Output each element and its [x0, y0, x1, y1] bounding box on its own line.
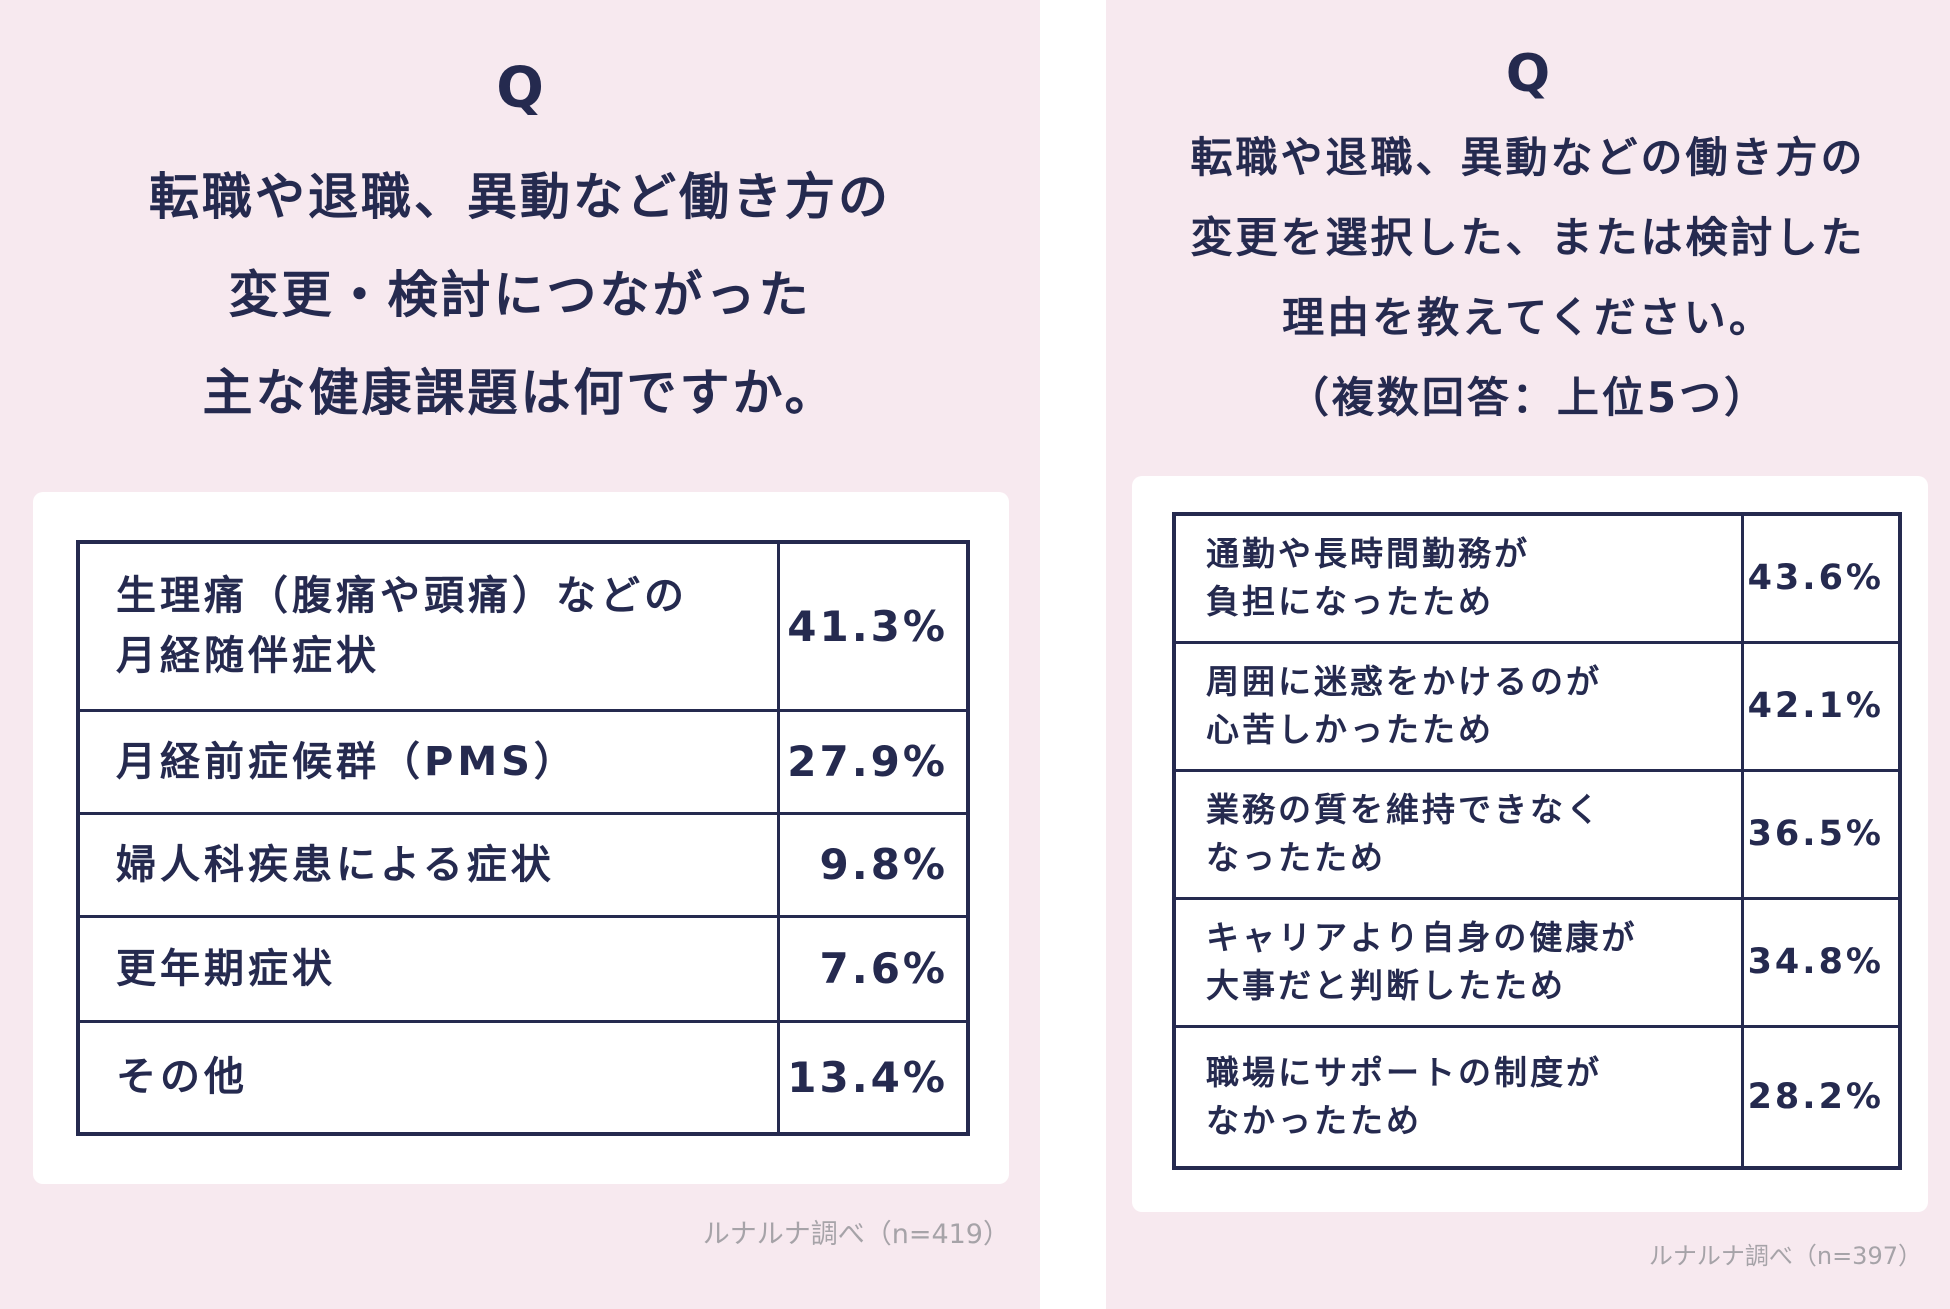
- row-label-line: キャリアより自身の健康が: [1206, 918, 1638, 957]
- table-row: 婦人科疾患による症状 9.8%: [76, 811, 970, 918]
- row-value: 27.9%: [776, 708, 970, 815]
- question-title-line: 転職や退職、異動などの働き方の: [1190, 133, 1866, 182]
- question-title-line: 主な健康課題は何ですか。: [202, 364, 838, 422]
- row-label: 月経前症候群（PMS）: [76, 708, 780, 815]
- table-row: 更年期症状 7.6%: [76, 914, 970, 1023]
- row-label: その他: [76, 1019, 780, 1136]
- table-row: 月経前症候群（PMS） 27.9%: [76, 708, 970, 815]
- row-value: 13.4%: [776, 1019, 970, 1136]
- row-label-line: 周囲に迷惑をかけるのが: [1206, 662, 1602, 701]
- results-table: 通勤や長時間勤務が 負担になったため 43.6% 周囲に迷惑をかけるのが 心苦し…: [1172, 512, 1902, 1170]
- question-title: 転職や退職、異動など働き方の 変更・検討につながった 主な健康課題は何ですか。: [0, 148, 1040, 442]
- row-value: 34.8%: [1740, 896, 1902, 1028]
- question-title-line: （複数回答：上位5つ）: [1286, 373, 1770, 422]
- row-label-line: 通勤や長時間勤務が: [1206, 534, 1530, 574]
- table-row: キャリアより自身の健康が 大事だと判断したため 34.8%: [1172, 896, 1902, 1028]
- table-row: 生理痛（腹痛や頭痛）などの 月経随伴症状 41.3%: [76, 540, 970, 712]
- table-row: 通勤や長時間勤務が 負担になったため 43.6%: [1172, 512, 1902, 644]
- row-label-line: なかったため: [1206, 1100, 1422, 1140]
- source-note: ルナルナ調べ（n=419）: [702, 1219, 1010, 1250]
- question-mark-label: Q: [496, 56, 544, 121]
- row-label: 周囲に迷惑をかけるのが 心苦しかったため: [1172, 640, 1744, 772]
- row-value: 43.6%: [1740, 512, 1902, 644]
- row-label-line: 大事だと判断したため: [1206, 966, 1566, 1005]
- results-table: 生理痛（腹痛や頭痛）などの 月経随伴症状 41.3% 月経前症候群（PMS） 2…: [76, 540, 970, 1136]
- row-label-line: 月経随伴症状: [116, 633, 380, 680]
- row-label: 更年期症状: [76, 914, 780, 1023]
- row-label: 業務の質を維持できなく なったため: [1172, 768, 1744, 900]
- table-row: その他 13.4%: [76, 1019, 970, 1136]
- question-mark-label: Q: [1505, 44, 1551, 104]
- source-note: ルナルナ調べ（n=397）: [1648, 1242, 1922, 1270]
- row-label-line: なったため: [1206, 838, 1386, 877]
- question-title-line: 変更を選択した、または検討した: [1190, 213, 1866, 262]
- row-label-line: 心苦しかったため: [1206, 710, 1494, 749]
- row-label: 生理痛（腹痛や頭痛）などの 月経随伴症状: [76, 540, 780, 712]
- table-row: 周囲に迷惑をかけるのが 心苦しかったため 42.1%: [1172, 640, 1902, 772]
- row-value: 42.1%: [1740, 640, 1902, 772]
- results-card: 生理痛（腹痛や頭痛）などの 月経随伴症状 41.3% 月経前症候群（PMS） 2…: [33, 492, 1009, 1184]
- table-row: 職場にサポートの制度が なかったため 28.2%: [1172, 1024, 1902, 1170]
- question-title-line: 変更・検討につながった: [228, 266, 812, 324]
- row-label: キャリアより自身の健康が 大事だと判断したため: [1172, 896, 1744, 1028]
- row-value: 7.6%: [776, 914, 970, 1023]
- question-title-line: 転職や退職、異動など働き方の: [149, 168, 891, 226]
- row-value: 9.8%: [776, 811, 970, 918]
- row-label: 婦人科疾患による症状: [76, 811, 780, 918]
- row-value: 41.3%: [776, 540, 970, 712]
- row-label: 職場にサポートの制度が なかったため: [1172, 1024, 1744, 1170]
- row-label-line: 業務の質を維持できなく: [1206, 790, 1602, 829]
- results-card: 通勤や長時間勤務が 負担になったため 43.6% 周囲に迷惑をかけるのが 心苦し…: [1132, 476, 1928, 1212]
- question-title-line: 理由を教えてください。: [1282, 293, 1774, 342]
- panel-health-issues: Q 転職や退職、異動など働き方の 変更・検討につながった 主な健康課題は何ですか…: [0, 0, 1040, 1309]
- row-label-line: 職場にサポートの制度が: [1206, 1052, 1602, 1092]
- table-row: 業務の質を維持できなく なったため 36.5%: [1172, 768, 1902, 900]
- row-label-line: 生理痛（腹痛や頭痛）などの: [116, 573, 688, 620]
- row-label: 通勤や長時間勤務が 負担になったため: [1172, 512, 1744, 644]
- row-label-line: 負担になったため: [1206, 582, 1494, 622]
- panel-change-reasons: Q 転職や退職、異動などの働き方の 変更を選択した、または検討した 理由を教えて…: [1106, 0, 1950, 1309]
- row-value: 36.5%: [1740, 768, 1902, 900]
- question-title: 転職や退職、異動などの働き方の 変更を選択した、または検討した 理由を教えてくだ…: [1106, 118, 1950, 438]
- row-value: 28.2%: [1740, 1024, 1902, 1170]
